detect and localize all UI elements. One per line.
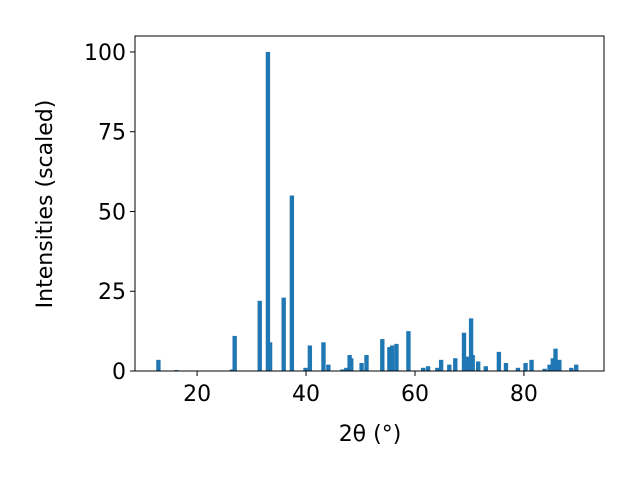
bar <box>468 318 474 371</box>
bar <box>229 369 235 371</box>
bar <box>267 342 273 371</box>
bar <box>289 195 295 371</box>
bar <box>542 368 547 371</box>
bar <box>496 351 502 371</box>
bar <box>420 367 426 371</box>
y-axis-label: Intensities (scaled) <box>33 100 58 309</box>
bar <box>349 358 354 371</box>
bar <box>406 331 411 371</box>
y-tick-label: 0 <box>112 360 126 385</box>
y-tick-label: 100 <box>84 41 126 66</box>
y-tick-label: 50 <box>98 200 126 225</box>
bar <box>344 367 349 371</box>
y-tick-label: 75 <box>98 121 126 146</box>
bar <box>156 359 161 371</box>
bar <box>281 297 286 371</box>
x-tick-label: 60 <box>401 382 429 407</box>
bar <box>465 356 470 371</box>
x-tick-label: 20 <box>183 382 211 407</box>
bar <box>550 358 555 371</box>
bar <box>394 343 399 371</box>
bar <box>547 364 552 371</box>
bar <box>364 355 369 371</box>
bar <box>569 367 574 371</box>
bar <box>257 300 262 371</box>
y-tick-label: 25 <box>98 280 126 305</box>
bar <box>265 51 271 371</box>
bar <box>307 345 313 371</box>
bar <box>380 339 385 371</box>
bar <box>447 364 452 371</box>
bar <box>461 332 467 371</box>
x-tick-label: 80 <box>510 382 538 407</box>
bar <box>523 363 528 371</box>
bar <box>387 347 392 371</box>
bar <box>557 359 562 371</box>
bar <box>438 359 444 371</box>
x-axis-label: 2θ (°) <box>339 422 402 447</box>
x-tick-label: 40 <box>292 382 320 407</box>
bar <box>503 363 509 371</box>
bar <box>359 363 364 371</box>
bar <box>483 366 488 371</box>
bar <box>340 369 345 371</box>
bar <box>453 358 458 371</box>
bar <box>389 345 395 371</box>
bar <box>303 367 308 371</box>
bar <box>321 342 326 371</box>
bar <box>515 367 521 371</box>
bar <box>425 366 431 371</box>
bar <box>475 361 481 371</box>
bar <box>232 335 237 371</box>
bar <box>574 364 579 371</box>
bar <box>553 348 558 371</box>
bar <box>470 355 475 371</box>
bar <box>435 367 440 371</box>
plot-frame <box>134 35 605 372</box>
bar <box>326 364 331 371</box>
bar <box>529 359 534 371</box>
